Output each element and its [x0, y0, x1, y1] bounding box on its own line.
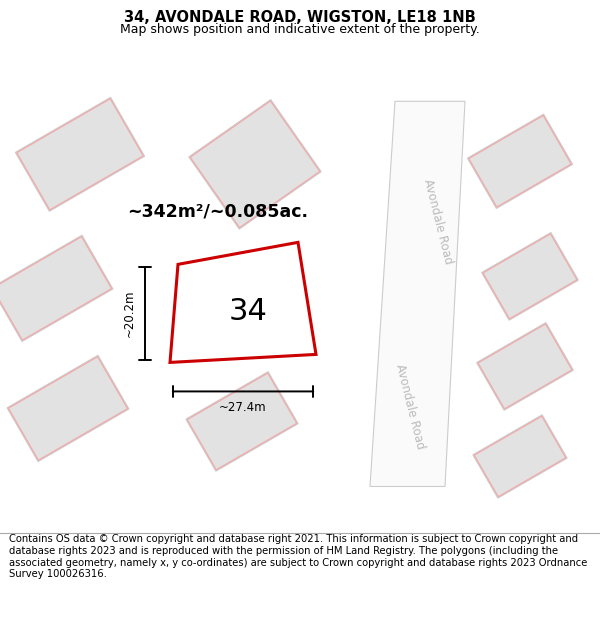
Text: ~342m²/~0.085ac.: ~342m²/~0.085ac.	[128, 202, 308, 221]
Polygon shape	[186, 372, 298, 471]
Polygon shape	[170, 242, 316, 362]
Text: Map shows position and indicative extent of the property.: Map shows position and indicative extent…	[120, 23, 480, 36]
Polygon shape	[0, 235, 113, 341]
Polygon shape	[467, 114, 572, 209]
Text: ~27.4m: ~27.4m	[219, 401, 267, 414]
Text: Contains OS data © Crown copyright and database right 2021. This information is : Contains OS data © Crown copyright and d…	[9, 534, 587, 579]
Polygon shape	[370, 101, 465, 486]
Text: 34: 34	[229, 297, 268, 326]
Polygon shape	[476, 322, 574, 410]
Polygon shape	[482, 232, 578, 320]
Text: Avondale Road: Avondale Road	[393, 362, 427, 451]
Polygon shape	[7, 355, 129, 461]
Polygon shape	[473, 415, 567, 498]
Polygon shape	[16, 98, 145, 211]
Text: ~20.2m: ~20.2m	[122, 289, 136, 337]
Text: Avondale Road: Avondale Road	[421, 177, 455, 266]
Text: 34, AVONDALE ROAD, WIGSTON, LE18 1NB: 34, AVONDALE ROAD, WIGSTON, LE18 1NB	[124, 10, 476, 25]
Polygon shape	[189, 99, 321, 229]
